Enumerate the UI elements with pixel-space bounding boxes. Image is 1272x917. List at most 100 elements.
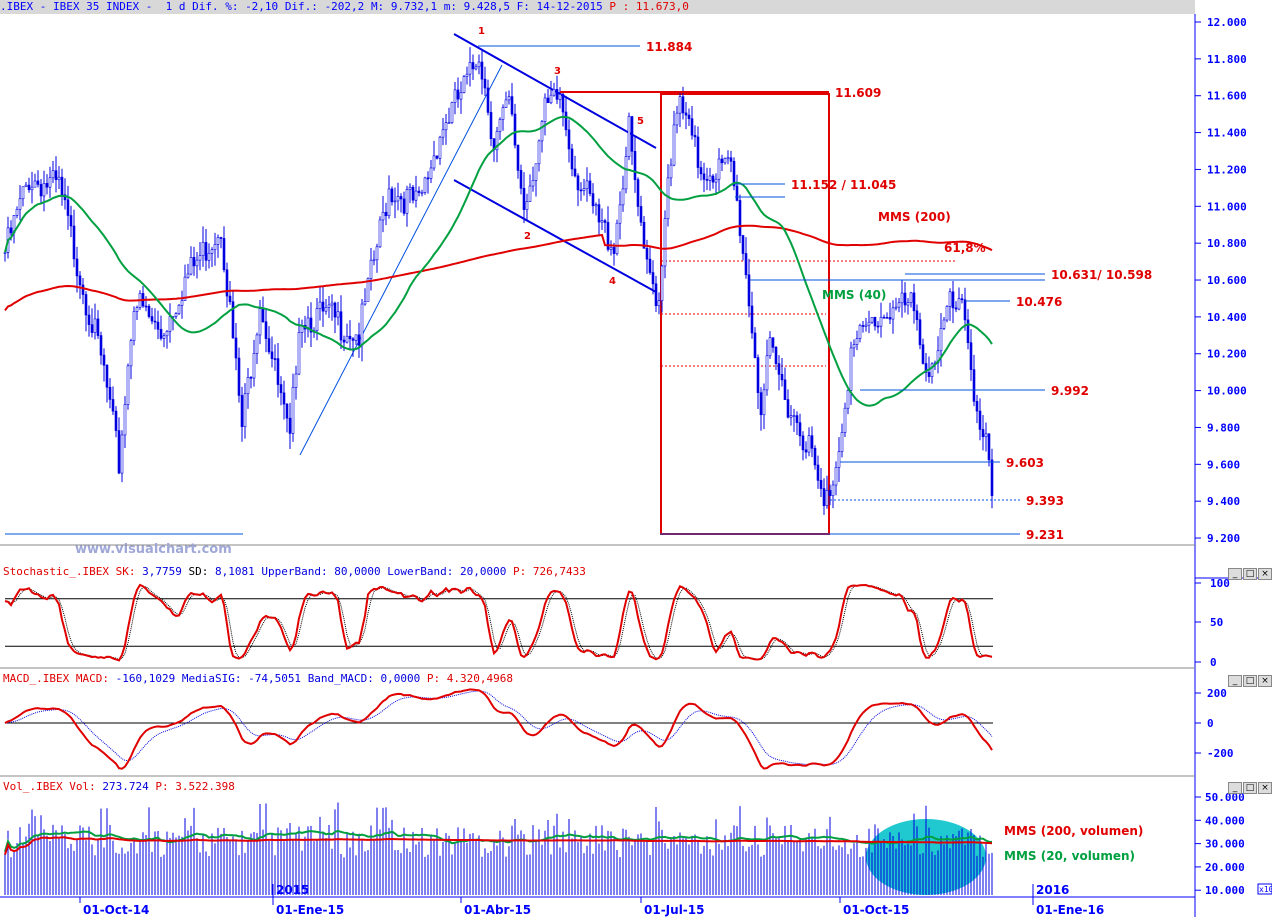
candle-body: [789, 415, 793, 418]
candle-body: [516, 144, 520, 171]
candle-body: [489, 112, 493, 139]
candle-body: [960, 298, 964, 301]
candle-body: [849, 347, 853, 391]
candle-body: [837, 451, 841, 468]
stoch-p-label: P:: [513, 565, 527, 578]
candle-body: [174, 313, 178, 317]
candle-body: [549, 94, 553, 104]
candle-body: [432, 155, 436, 169]
minimize-button[interactable]: _: [1228, 782, 1242, 794]
dif-pct-label: Dif. %:: [192, 0, 239, 13]
candle-body: [444, 122, 448, 131]
close-button[interactable]: ×: [1258, 782, 1272, 794]
candle-body: [285, 403, 289, 419]
maximize-button[interactable]: □: [1243, 675, 1257, 687]
x-tick-label: 01-Jul-15: [644, 903, 704, 917]
candle-body: [339, 311, 343, 341]
candle-body: [882, 316, 886, 319]
candle-body: [654, 283, 658, 307]
candle-body: [759, 392, 763, 416]
candle-body: [333, 302, 337, 318]
candle-body: [477, 61, 481, 68]
y-tick-label: 10.000: [1205, 884, 1245, 897]
candle-body: [750, 305, 754, 334]
candle-body: [657, 300, 661, 307]
vol-mms200-label: MMS (200, volumen): [1004, 824, 1143, 838]
maximize-button[interactable]: □: [1243, 782, 1257, 794]
candle-body: [639, 206, 643, 223]
dif-pct: -2,10: [245, 0, 279, 13]
candle-body: [624, 156, 628, 190]
stoch-name: Stochastic_.IBEX: [3, 565, 109, 578]
maximize-button[interactable]: □: [1243, 568, 1257, 580]
wave-label: 1: [478, 26, 485, 37]
minimize-button[interactable]: _: [1228, 675, 1242, 687]
price-header: .IBEX - IBEX 35 INDEX - 1 d Dif. %: -2,1…: [0, 0, 1195, 14]
candle-body: [42, 183, 46, 197]
candle-body: [618, 204, 622, 224]
candle-body: [114, 410, 118, 431]
candle-body: [72, 225, 76, 260]
minimize-button[interactable]: _: [1228, 568, 1242, 580]
candle-body: [402, 198, 406, 214]
candle-body: [966, 319, 970, 343]
candle-body: [249, 376, 253, 379]
candle-body: [105, 364, 109, 388]
candle-body: [465, 73, 469, 77]
candle-body: [447, 122, 451, 124]
candle-body: [699, 167, 703, 175]
candle-body: [915, 310, 919, 321]
candle-body: [561, 94, 565, 113]
candle-body: [267, 338, 271, 353]
candle-body: [543, 97, 547, 122]
candle-body: [534, 163, 538, 181]
candle-body: [804, 449, 808, 453]
macd-label: MACD:: [75, 672, 109, 685]
lb-value: 20,0000: [460, 565, 507, 578]
candle-body: [387, 188, 391, 217]
x-tick-label: 01-Abr-15: [464, 903, 531, 917]
y-tick-label: 9.200: [1207, 532, 1240, 545]
candle-body: [846, 390, 850, 409]
candle-body: [198, 255, 202, 261]
candle-body: [663, 218, 667, 267]
close-button[interactable]: ×: [1258, 568, 1272, 580]
ub-value: 80,0000: [334, 565, 381, 578]
candle-body: [408, 186, 412, 190]
period: 1 d: [165, 0, 186, 13]
candle-body: [162, 335, 166, 339]
vol-mms20-label: MMS (20, volumen): [1004, 849, 1135, 863]
p-value: 11.673,0: [635, 0, 689, 13]
candle-body: [108, 386, 112, 400]
wave-label: 3: [554, 66, 561, 77]
candle-body: [348, 335, 352, 340]
candle-body: [732, 160, 736, 187]
candle-body: [756, 357, 760, 393]
candle-body: [150, 316, 154, 322]
candle-body: [771, 337, 775, 348]
y-tick-label: 11.200: [1207, 163, 1247, 176]
vol-window-buttons: _ □ ×: [1228, 782, 1272, 794]
fib-label: 61,8%: [944, 241, 986, 255]
candle-body: [969, 342, 973, 370]
x-tick-label: 01-Ene-16: [1036, 903, 1104, 917]
close-button[interactable]: ×: [1258, 675, 1272, 687]
candle-body: [975, 401, 979, 412]
candle-body: [246, 376, 250, 395]
candle-body: [705, 179, 709, 181]
candle-body: [342, 339, 346, 343]
candle-body: [297, 332, 301, 375]
candle-body: [843, 407, 847, 433]
candle-body: [120, 434, 124, 474]
candle-body: [429, 167, 433, 179]
candle-body: [294, 373, 298, 388]
candle-body: [126, 365, 130, 405]
candle-body: [801, 435, 805, 451]
candle-body: [372, 259, 376, 262]
date: 14-12-2015: [536, 0, 603, 13]
dif: -202,2: [324, 0, 365, 13]
candle-body: [420, 192, 424, 194]
x-tick-label: 01-Ene-15: [276, 903, 344, 917]
macd-window-buttons: _ □ ×: [1228, 675, 1272, 687]
candle-body: [981, 429, 985, 438]
